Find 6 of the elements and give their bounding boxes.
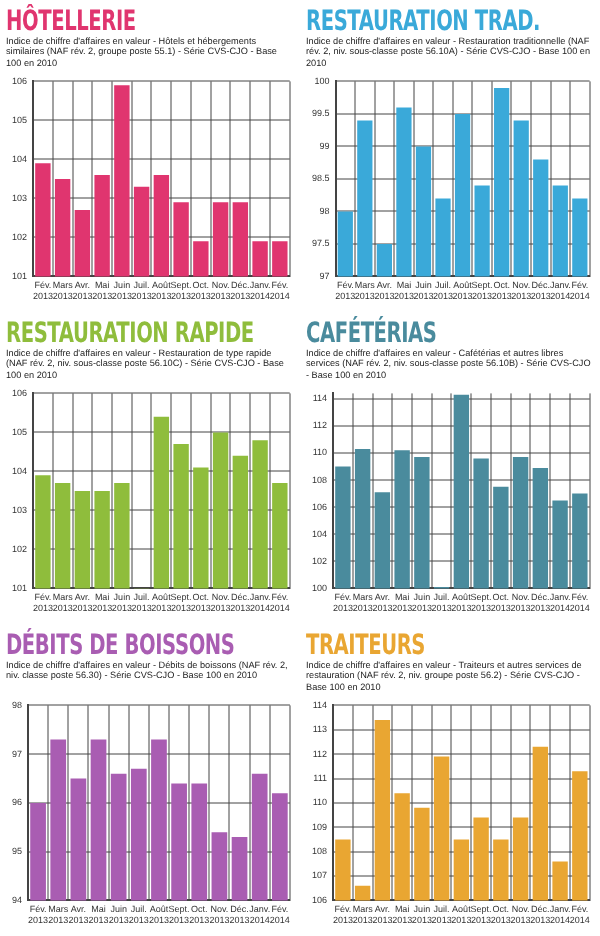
chart-title: RESTAURATION TRAD. (306, 6, 540, 38)
chart-title: CAFÉTÉRIAS (306, 318, 437, 350)
chart-title: TRAITEURS (306, 630, 426, 662)
chart-title: HÔTELLERIE (6, 6, 136, 38)
chart-title: RESTAURATION RAPIDE (6, 318, 254, 350)
chart-title: DÉBITS DE BOISSONS (6, 630, 235, 662)
